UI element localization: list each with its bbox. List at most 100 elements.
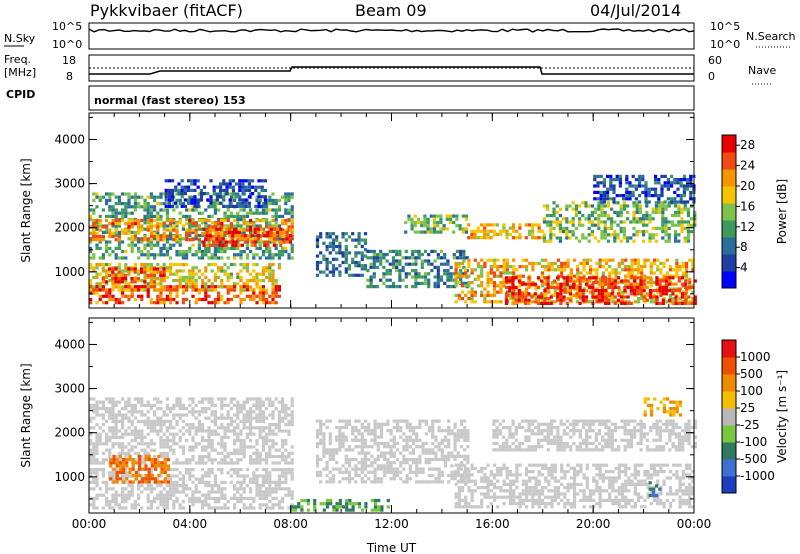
data-cell	[233, 451, 237, 455]
data-cell	[627, 265, 631, 269]
data-cell	[281, 407, 285, 411]
data-cell	[101, 294, 105, 298]
data-cell	[181, 413, 185, 417]
data-cell	[664, 223, 668, 227]
data-cell	[625, 178, 629, 182]
data-cell	[188, 214, 192, 218]
data-cell	[693, 223, 697, 227]
data-cell	[499, 300, 503, 304]
data-cell	[128, 467, 132, 471]
data-cell	[112, 467, 116, 471]
data-cell	[239, 250, 243, 254]
data-cell	[114, 228, 118, 232]
data-cell	[265, 297, 269, 302]
data-cell	[644, 181, 648, 185]
data-cell	[223, 416, 227, 420]
data-cell	[252, 275, 256, 279]
data-cell	[249, 480, 253, 484]
data-cell	[281, 439, 285, 443]
data-cell	[191, 230, 195, 234]
data-cell	[105, 435, 109, 439]
data-cell	[137, 246, 141, 250]
data-cell	[257, 185, 261, 189]
data-cell	[483, 300, 487, 304]
data-cell	[111, 500, 115, 504]
data-cell	[632, 201, 636, 205]
freq-trace	[89, 66, 694, 75]
data-cell	[454, 268, 458, 272]
data-cell	[117, 493, 121, 497]
data-cell	[549, 223, 553, 227]
data-cell	[204, 275, 208, 279]
data-cell	[169, 285, 173, 289]
data-cell	[130, 285, 134, 289]
data-cell	[658, 207, 662, 211]
data-cell	[274, 238, 278, 242]
data-cell	[111, 279, 115, 283]
data-cell	[693, 301, 697, 305]
data-cell	[117, 266, 121, 270]
data-cell	[210, 471, 214, 475]
data-cell	[281, 400, 285, 404]
data-cell	[674, 282, 678, 286]
data-cell	[638, 230, 642, 234]
data-cell	[210, 400, 214, 404]
data-cell	[137, 484, 141, 488]
data-cell	[284, 407, 288, 411]
data-cell	[588, 300, 593, 304]
data-cell	[162, 277, 166, 281]
data-cell	[610, 233, 614, 237]
data-cell	[210, 214, 214, 218]
data-cell	[95, 477, 99, 481]
data-cell	[274, 448, 278, 452]
data-cell	[188, 195, 192, 199]
data-cell	[492, 261, 497, 265]
data-cell	[587, 233, 591, 237]
data-cell	[101, 263, 105, 267]
data-cell	[228, 179, 232, 183]
data-cell	[98, 493, 102, 497]
data-cell	[181, 448, 185, 452]
data-cell	[242, 445, 246, 449]
data-cell	[271, 496, 275, 500]
data-cell	[210, 228, 214, 232]
data-cell	[137, 237, 141, 241]
data-cell	[587, 204, 591, 208]
data-cell	[111, 273, 115, 277]
data-cell	[133, 445, 137, 449]
data-cell	[268, 253, 272, 257]
data-cell	[470, 300, 474, 304]
data-cell	[111, 477, 115, 481]
data-cell	[439, 227, 443, 231]
data-cell	[644, 187, 648, 191]
data-cell	[255, 484, 259, 488]
data-cell	[290, 490, 294, 494]
data-cell	[149, 407, 153, 411]
data-cell	[521, 265, 525, 269]
data-cell	[98, 439, 102, 443]
data-cell	[191, 435, 195, 439]
data-cell	[677, 207, 681, 211]
data-cell	[95, 493, 99, 497]
data-cell	[249, 410, 253, 414]
data-cell	[351, 238, 355, 242]
data-cell	[143, 280, 147, 284]
data-cell	[194, 285, 198, 289]
data-cell	[382, 256, 386, 260]
data-cell	[404, 249, 408, 253]
data-cell	[208, 234, 212, 238]
colorbar-swatch	[722, 169, 736, 187]
data-cell	[587, 220, 591, 224]
data-cell	[290, 397, 294, 401]
data-cell	[489, 268, 493, 272]
data-cell	[473, 300, 477, 304]
data-cell	[245, 506, 249, 510]
data-cell	[266, 234, 270, 238]
data-cell	[565, 279, 569, 283]
data-cell	[188, 279, 192, 283]
data-cell	[655, 282, 659, 286]
data-cell	[255, 282, 259, 286]
data-cell	[242, 442, 246, 446]
data-cell	[593, 190, 597, 194]
data-cell	[130, 246, 134, 250]
